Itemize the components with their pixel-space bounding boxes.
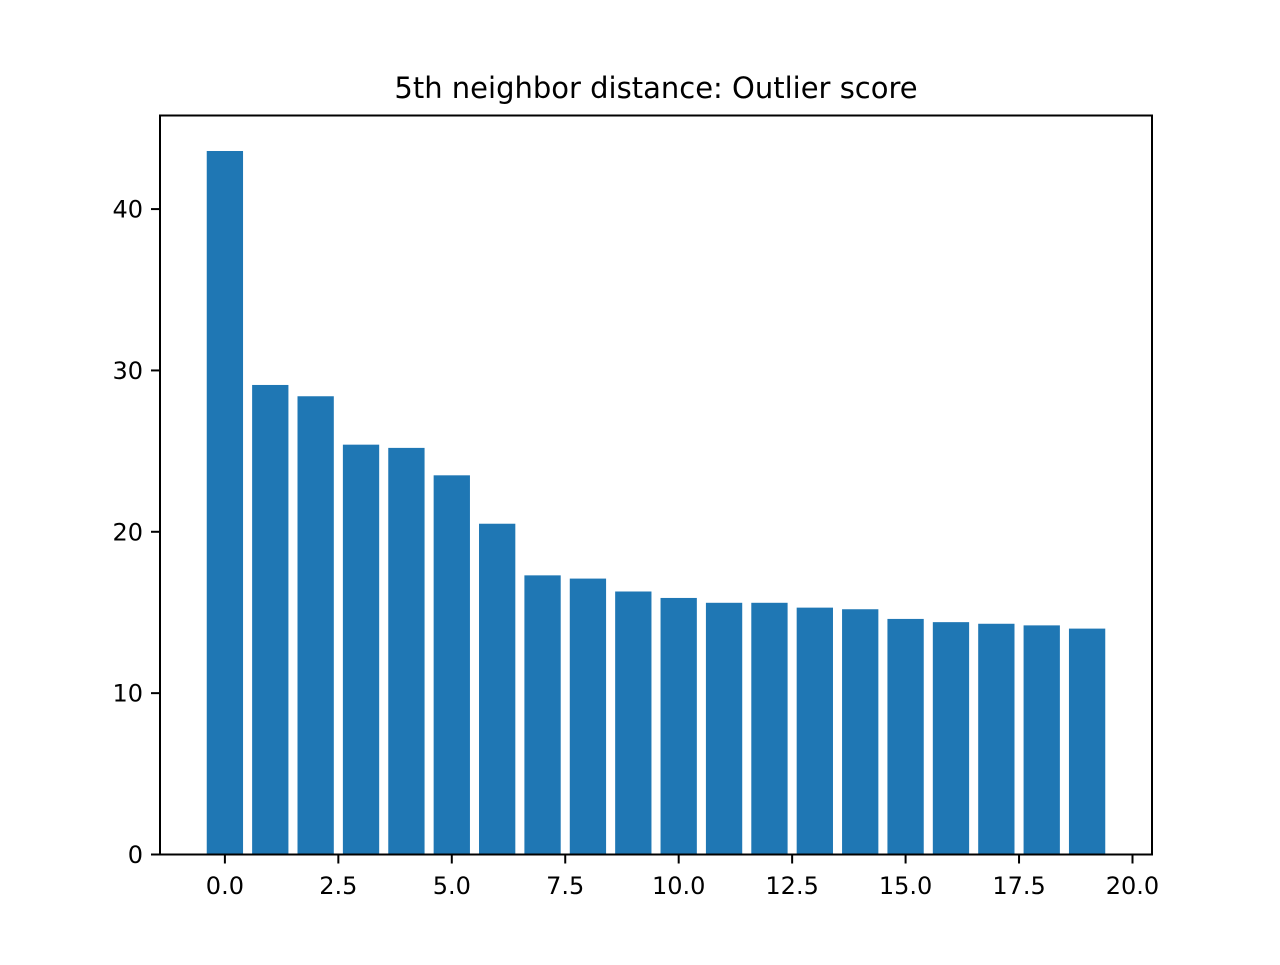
bar-5 bbox=[433, 475, 470, 855]
bar-11 bbox=[705, 602, 743, 855]
bar-14 bbox=[842, 609, 879, 855]
x-axis-ticks: 0.0 2.5 5.0 7.5 10.0 12.5 15.0 17.5 20.0 bbox=[206, 854, 1159, 900]
bar-2 bbox=[297, 396, 334, 855]
bar-7 bbox=[524, 575, 561, 855]
y-tick-label: 20 bbox=[112, 518, 143, 546]
x-tick-label: 7.5 bbox=[546, 872, 584, 900]
bar-10 bbox=[660, 597, 697, 855]
y-tick-label: 0 bbox=[128, 841, 143, 869]
bars bbox=[206, 150, 1106, 855]
x-tick-label: 17.5 bbox=[992, 872, 1045, 900]
y-tick-label: 40 bbox=[112, 196, 143, 224]
x-tick-label: 5.0 bbox=[433, 872, 471, 900]
bar-4 bbox=[388, 447, 425, 855]
y-tick-label: 30 bbox=[112, 357, 143, 385]
bar-17 bbox=[978, 623, 1015, 855]
axes-frame bbox=[159, 114, 1153, 856]
chart-title: 5th neighbor distance: Outlier score bbox=[394, 71, 917, 105]
x-tick-label: 10.0 bbox=[652, 872, 705, 900]
x-tick-label: 0.0 bbox=[206, 872, 244, 900]
bar-13 bbox=[796, 607, 833, 855]
x-tick-label: 20.0 bbox=[1106, 872, 1159, 900]
bar-19 bbox=[1068, 628, 1106, 855]
y-axis-ticks: 0 10 20 30 40 bbox=[112, 196, 160, 869]
x-tick-label: 2.5 bbox=[319, 872, 357, 900]
bar-12 bbox=[751, 602, 788, 855]
bar-18 bbox=[1023, 625, 1060, 855]
bar-3 bbox=[342, 444, 380, 855]
x-tick-label: 15.0 bbox=[879, 872, 932, 900]
bar-9 bbox=[615, 591, 652, 855]
bar-15 bbox=[887, 618, 924, 855]
y-tick-label: 10 bbox=[112, 680, 143, 708]
bar-16 bbox=[932, 622, 970, 855]
bar-6 bbox=[479, 523, 516, 855]
bar-1 bbox=[252, 384, 289, 855]
bar-0 bbox=[206, 150, 244, 855]
x-tick-label: 12.5 bbox=[765, 872, 818, 900]
bar-8 bbox=[569, 578, 607, 855]
